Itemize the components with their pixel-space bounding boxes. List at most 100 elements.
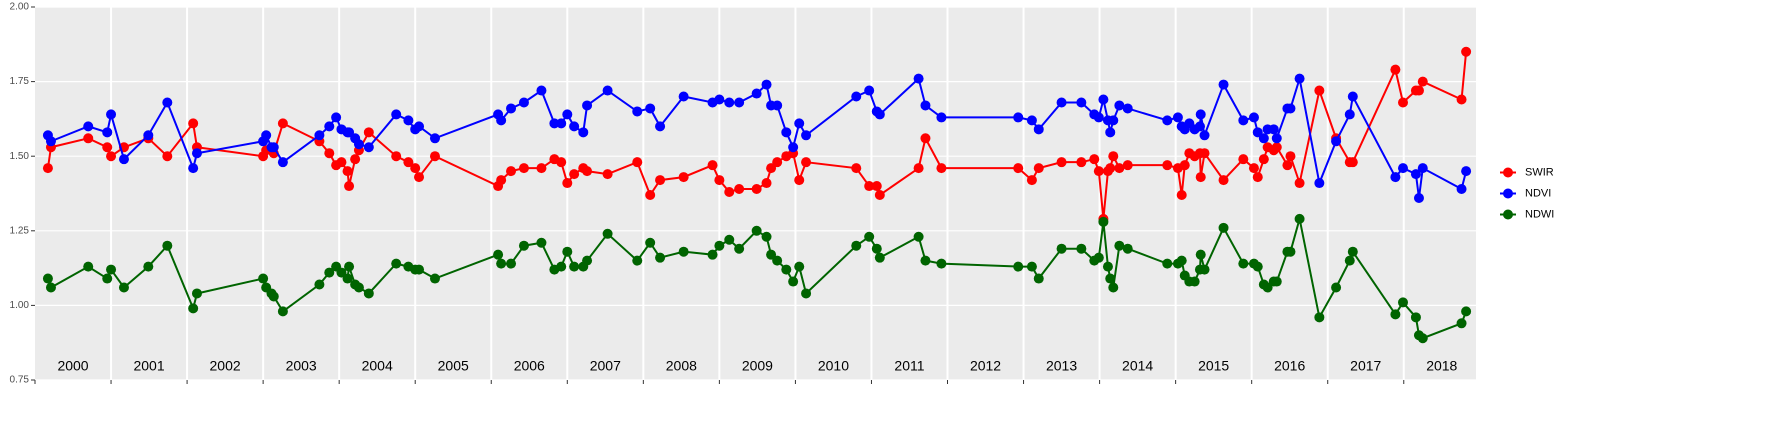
data-point: [363, 127, 374, 138]
y-tick-label: 0.75: [10, 375, 30, 386]
data-point: [556, 118, 567, 129]
data-point: [920, 255, 931, 266]
data-point: [751, 225, 762, 236]
data-point: [106, 151, 117, 162]
data-point: [188, 303, 199, 314]
data-point: [794, 261, 805, 272]
data-point: [871, 181, 882, 192]
data-point: [1056, 157, 1067, 168]
x-tick-label: 2018: [1426, 358, 1457, 374]
data-point: [751, 184, 762, 195]
data-point: [191, 288, 202, 299]
data-point: [632, 255, 643, 266]
data-point: [801, 288, 812, 299]
data-point: [851, 163, 862, 174]
data-point: [851, 91, 862, 102]
data-point: [1461, 46, 1472, 57]
data-point: [353, 139, 364, 150]
data-point: [353, 282, 364, 293]
data-point: [734, 243, 745, 254]
data-point: [678, 91, 689, 102]
data-point: [1218, 222, 1229, 233]
y-tick-label: 1.00: [10, 300, 30, 311]
data-point: [314, 130, 325, 141]
data-point: [1199, 264, 1210, 275]
data-point: [536, 237, 547, 248]
data-point: [781, 127, 792, 138]
data-point: [1271, 133, 1282, 144]
data-point: [496, 258, 507, 269]
data-point: [1076, 97, 1087, 108]
data-point: [794, 175, 805, 186]
data-point: [582, 166, 593, 177]
data-point: [1179, 160, 1190, 171]
data-point: [1456, 94, 1467, 105]
data-point: [1093, 112, 1104, 123]
data-point: [162, 240, 173, 251]
data-point: [1195, 109, 1206, 120]
data-point: [1195, 249, 1206, 260]
data-point: [562, 109, 573, 120]
data-point: [277, 157, 288, 168]
x-tick-label: 2014: [1122, 358, 1153, 374]
data-point: [874, 109, 885, 120]
data-point: [1122, 160, 1133, 171]
data-point: [414, 121, 425, 132]
data-point: [1271, 142, 1282, 153]
data-point: [1098, 216, 1109, 227]
data-point: [536, 85, 547, 96]
data-point: [1199, 148, 1210, 159]
x-tick-label: 2015: [1198, 358, 1229, 374]
data-point: [336, 157, 347, 168]
data-point: [106, 264, 117, 275]
data-point: [936, 258, 947, 269]
data-point: [1172, 112, 1183, 123]
data-point: [761, 79, 772, 90]
x-tick-label: 2017: [1350, 358, 1381, 374]
data-point: [1417, 163, 1428, 174]
data-point: [1056, 97, 1067, 108]
data-point: [1162, 258, 1173, 269]
data-point: [1413, 192, 1424, 203]
data-point: [1397, 97, 1408, 108]
data-point: [678, 246, 689, 257]
data-point: [1076, 157, 1087, 168]
data-point: [772, 100, 783, 111]
data-point: [331, 112, 342, 123]
data-point: [1162, 115, 1173, 126]
data-point: [871, 243, 882, 254]
data-point: [794, 118, 805, 129]
data-point: [772, 157, 783, 168]
data-point: [1285, 151, 1296, 162]
data-point: [1189, 276, 1200, 287]
data-point: [562, 178, 573, 189]
x-tick-label: 2016: [1274, 358, 1305, 374]
data-point: [724, 97, 735, 108]
data-point: [1390, 64, 1401, 75]
data-point: [602, 85, 613, 96]
data-point: [678, 172, 689, 183]
x-tick-label: 2005: [438, 358, 469, 374]
data-point: [403, 115, 414, 126]
data-point: [429, 151, 440, 162]
x-tick-label: 2011: [894, 358, 924, 374]
data-point: [1108, 282, 1119, 293]
data-point: [851, 240, 862, 251]
data-point: [913, 231, 924, 242]
data-point: [143, 261, 154, 272]
data-point: [1252, 172, 1263, 183]
y-tick-label: 1.25: [10, 225, 30, 236]
data-point: [1238, 258, 1249, 269]
data-point: [1331, 136, 1342, 147]
data-point: [1195, 172, 1206, 183]
data-point: [162, 151, 173, 162]
data-point: [42, 273, 53, 284]
data-point: [536, 163, 547, 174]
data-point: [1282, 160, 1293, 171]
data-point: [1344, 109, 1355, 120]
x-tick-label: 2013: [1046, 358, 1077, 374]
data-point: [1417, 333, 1428, 344]
x-tick-label: 2003: [286, 358, 317, 374]
data-point: [913, 163, 924, 174]
